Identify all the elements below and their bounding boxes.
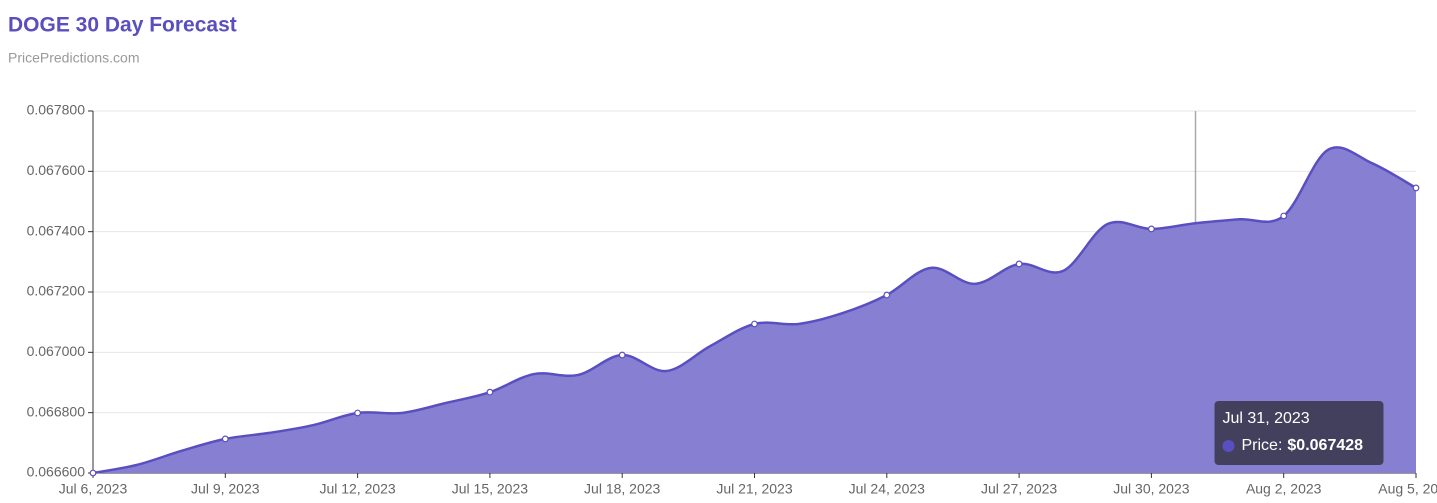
point: [1147, 225, 1155, 233]
x-tick-label: Jul 27, 2023: [981, 481, 1057, 497]
chart-subtitle: PricePredictions.com: [8, 50, 140, 66]
area: [93, 147, 1416, 473]
x-tick-label: Jul 30, 2023: [1113, 481, 1189, 497]
y-tick-label: 0.067000: [27, 343, 86, 359]
y-tick-label: 0.067600: [27, 162, 86, 178]
point: [221, 435, 229, 443]
y-tick-label: 0.066600: [27, 464, 86, 480]
tooltip: Jul 31, 2023 Price: $0.067428: [1214, 401, 1384, 465]
tooltip-box: [1214, 401, 1384, 465]
x-tick-label: Jul 9, 2023: [191, 481, 260, 497]
x-tick-label: Aug 5, 2023: [1378, 481, 1437, 497]
point: [89, 469, 97, 477]
x-tick-label: Jul 24, 2023: [849, 481, 925, 497]
tooltip-label: Price: $0.067428: [1242, 437, 1364, 454]
point: [486, 388, 494, 396]
y-tick-label: 0.066800: [27, 403, 86, 419]
point: [1412, 184, 1420, 192]
y-tick-label: 0.067400: [27, 222, 86, 238]
point: [751, 320, 758, 328]
point: [883, 291, 891, 299]
y-tick-label: 0.067200: [27, 283, 86, 299]
x-tick-label: Jul 18, 2023: [584, 481, 660, 497]
x-tick-label: Jul 21, 2023: [716, 481, 792, 497]
chart-title: DOGE 30 Day Forecast: [8, 14, 237, 37]
tooltip-date: Jul 31, 2023: [1223, 410, 1310, 427]
x-tick-label: Jul 15, 2023: [452, 481, 528, 497]
x-tick-label: Jul 6, 2023: [59, 481, 128, 497]
x-tick-label: Jul 12, 2023: [319, 481, 395, 497]
tooltip-label-text: Price:: [1242, 437, 1283, 454]
tooltip-value: $0.067428: [1287, 437, 1363, 454]
x-tick-label: Aug 2, 2023: [1246, 481, 1322, 497]
point: [354, 409, 362, 417]
y-tick-label: 0.067800: [27, 102, 86, 118]
tooltip-swatch: [1222, 440, 1235, 452]
point: [1015, 260, 1023, 268]
point: [618, 351, 626, 359]
point: [1280, 212, 1288, 220]
